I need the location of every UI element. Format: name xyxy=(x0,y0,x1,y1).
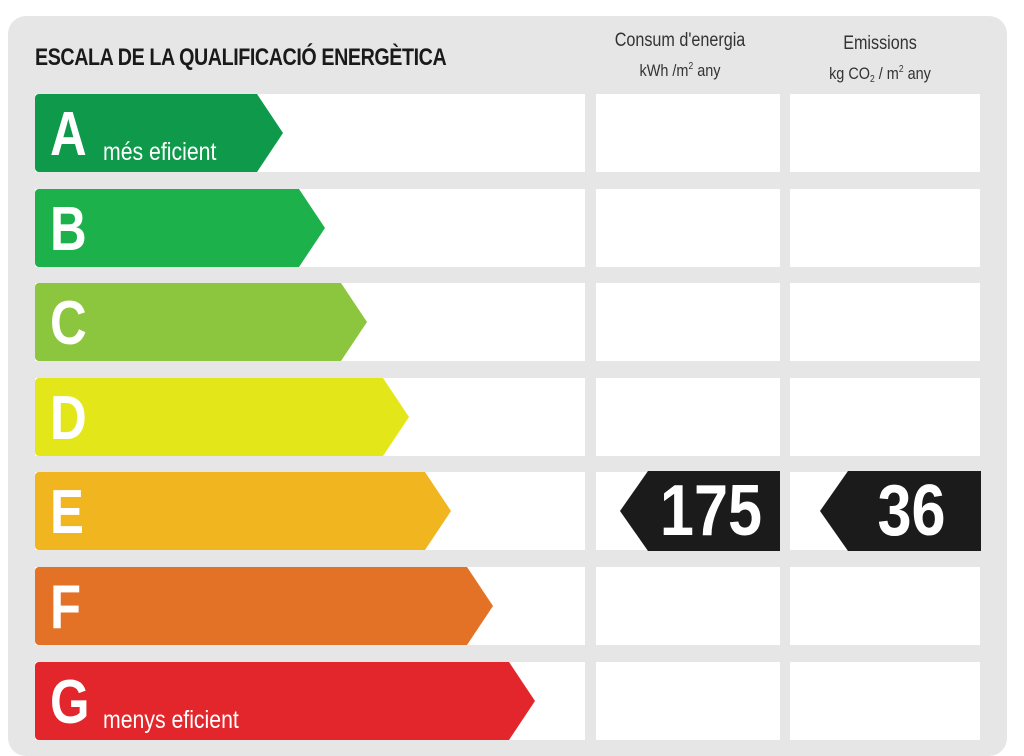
emissions-column-unit: kg CO2 / m2 any xyxy=(829,64,931,85)
emissions-badge xyxy=(820,471,981,551)
rating-letter-d: D xyxy=(50,384,87,453)
page-title: ESCALA DE LA QUALIFICACIÓ ENERGÈTICA xyxy=(35,44,447,71)
rating-letter-a: A xyxy=(50,100,87,169)
energy-cell-a xyxy=(596,94,780,172)
rating-letter-g: G xyxy=(50,668,90,737)
energy-cell-b xyxy=(596,189,780,267)
rating-sublabel-a: més eficient xyxy=(103,138,217,166)
energy-cell-c xyxy=(596,283,780,361)
rating-arrow-b xyxy=(35,189,325,267)
rating-arrow-g xyxy=(35,662,535,740)
rating-letter-f: F xyxy=(50,573,82,642)
emissions-cell-b xyxy=(790,189,980,267)
rating-letter-e: E xyxy=(50,478,84,547)
emissions-cell-a xyxy=(790,94,980,172)
rating-sublabel-g: menys eficient xyxy=(103,706,239,734)
rating-letter-b: B xyxy=(50,195,87,264)
energy-badge xyxy=(620,471,780,551)
energy-column-header: Consum d'energia kWh /m2 any xyxy=(604,28,757,84)
rating-arrow-f xyxy=(35,567,493,645)
emissions-cell-g xyxy=(790,662,980,740)
rating-letter-c: C xyxy=(50,289,87,358)
emissions-cell-c xyxy=(790,283,980,361)
energy-cell-f xyxy=(596,567,780,645)
emissions-badge-value: 36 xyxy=(877,471,946,551)
rating-arrow-d xyxy=(35,378,409,456)
energy-column-label: Consum d'energia xyxy=(614,30,746,51)
energy-column-unit: kWh /m2 any xyxy=(639,61,721,80)
rating-arrow-e xyxy=(35,472,451,550)
energy-cell-d xyxy=(596,378,780,456)
emissions-column-header: Emissions kg CO2 / m2 any xyxy=(804,31,957,93)
rating-arrow-a xyxy=(35,94,283,172)
emissions-cell-d xyxy=(790,378,980,456)
energy-badge-value: 175 xyxy=(659,471,763,551)
rating-arrow-c xyxy=(35,283,367,361)
emissions-cell-f xyxy=(790,567,980,645)
energy-cell-g xyxy=(596,662,780,740)
emissions-column-label: Emissions xyxy=(843,33,917,54)
